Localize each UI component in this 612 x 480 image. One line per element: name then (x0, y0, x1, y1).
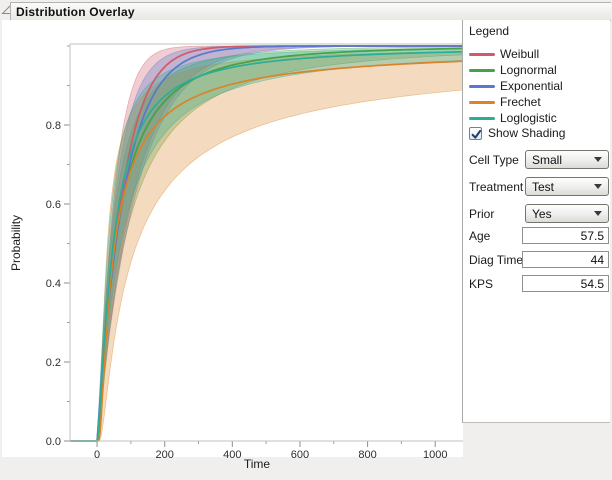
age-field[interactable] (522, 227, 609, 244)
legend-item-lognormal[interactable]: Lognormal (469, 62, 557, 78)
diag-time-field[interactable] (522, 251, 609, 268)
legend-item-label: Exponential (500, 79, 563, 93)
kps-field[interactable] (522, 275, 609, 292)
legend-item-loglogistic[interactable]: Loglogistic (469, 110, 557, 126)
legend-item-label: Frechet (500, 95, 541, 109)
legend-item-label: Loglogistic (500, 111, 557, 125)
legend-item-label: Weibull (500, 47, 540, 61)
legend-title: Legend (469, 24, 510, 38)
legend-item-frechet[interactable]: Frechet (469, 94, 541, 110)
svg-text:1000: 1000 (423, 449, 447, 461)
treatment-dropdown[interactable]: Test (525, 177, 609, 196)
control-panel: Legend Weibull Lognormal Exponential Fre… (462, 20, 610, 423)
chevron-down-icon (594, 157, 602, 162)
svg-text:0.6: 0.6 (46, 199, 61, 211)
treatment-value: Test (532, 179, 555, 194)
weibull-line-swatch (469, 52, 495, 56)
chevron-down-icon (594, 211, 602, 216)
lognormal-line-swatch (469, 68, 495, 72)
diag-time-label: Diag Time (469, 253, 524, 267)
legend-item-exponential[interactable]: Exponential (469, 78, 563, 94)
checkmark-icon (471, 129, 482, 139)
chevron-down-icon (594, 184, 602, 189)
kps-label: KPS (469, 277, 494, 291)
prior-dropdown[interactable]: Yes (525, 204, 609, 223)
svg-text:0.0: 0.0 (46, 436, 61, 448)
prior-value: Yes (532, 206, 552, 221)
background-filler (463, 423, 610, 457)
outline-title-bar[interactable]: Distribution Overlay (10, 2, 611, 21)
x-axis-title: Time (243, 457, 271, 471)
legend-item-weibull[interactable]: Weibull (469, 46, 539, 62)
frechet-line-swatch (469, 100, 495, 104)
page-title: Distribution Overlay (16, 4, 135, 19)
treatment-label: Treatment (469, 180, 524, 194)
cell-type-value: Small (532, 152, 563, 167)
svg-text:0.4: 0.4 (46, 278, 61, 290)
prior-label: Prior (469, 207, 495, 221)
show-shading-checkbox[interactable] (469, 126, 482, 140)
cdf-plot[interactable]: 0 200 400 600 800 1000 0.0 0.2 0.4 0.6 0.8 (2, 40, 470, 480)
cell-type-label: Cell Type (469, 153, 519, 167)
show-shading-row[interactable]: Show Shading (469, 125, 565, 141)
svg-text:800: 800 (358, 449, 376, 461)
svg-text:400: 400 (223, 449, 241, 461)
cell-type-dropdown[interactable]: Small (525, 150, 609, 169)
svg-text:0.8: 0.8 (46, 120, 61, 132)
svg-text:0: 0 (94, 449, 100, 461)
loglogistic-line-swatch (469, 116, 495, 120)
exponential-line-swatch (469, 84, 495, 88)
legend-item-label: Lognormal (500, 63, 557, 77)
age-label: Age (469, 229, 491, 243)
svg-text:600: 600 (291, 449, 309, 461)
show-shading-label: Show Shading (488, 126, 566, 140)
y-axis-title: Probability (9, 214, 23, 272)
svg-text:0.2: 0.2 (46, 357, 61, 369)
svg-text:200: 200 (156, 449, 174, 461)
